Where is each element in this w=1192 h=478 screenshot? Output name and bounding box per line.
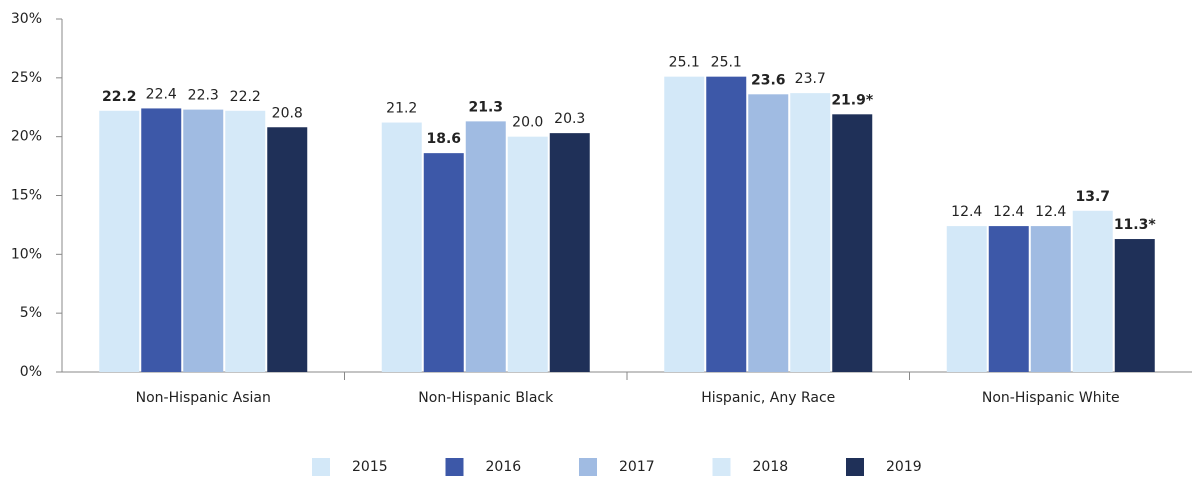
- legend-label: 2019: [886, 459, 922, 475]
- x-tick-label: Non-Hispanic Black: [418, 390, 554, 406]
- legend-label: 2015: [352, 459, 388, 475]
- bar: [832, 114, 873, 372]
- bar: [99, 110, 140, 372]
- y-tick-label: 15%: [11, 188, 42, 204]
- value-label: 12.4: [1035, 204, 1066, 220]
- y-tick-label: 0%: [20, 364, 42, 380]
- bar: [706, 76, 747, 372]
- legend-swatch: [712, 458, 731, 476]
- bar: [507, 136, 548, 372]
- legend-swatch: [579, 458, 597, 476]
- bar: [1030, 226, 1071, 372]
- value-label: 13.7: [1075, 189, 1110, 205]
- bar: [1072, 210, 1113, 372]
- x-tick-label: Non-Hispanic Asian: [136, 390, 271, 406]
- value-label: 20.8: [272, 105, 303, 121]
- bar: [267, 127, 308, 373]
- value-label: 22.4: [146, 86, 177, 102]
- bar: [465, 121, 506, 373]
- legend-swatch: [312, 458, 330, 476]
- y-tick-label: 10%: [11, 246, 42, 262]
- bar: [790, 93, 831, 372]
- y-tick-label: 25%: [11, 70, 42, 86]
- value-label: 11.3*: [1114, 217, 1157, 233]
- bar: [748, 94, 789, 372]
- bar: [946, 226, 987, 372]
- bar: [1114, 239, 1155, 372]
- legend-swatch: [445, 458, 464, 476]
- value-label: 20.0: [512, 115, 543, 131]
- value-label: 23.6: [751, 72, 786, 88]
- legend-label: 2017: [619, 459, 655, 475]
- x-tick-label: Non-Hispanic White: [982, 390, 1120, 406]
- y-tick-label: 30%: [11, 11, 42, 27]
- bar: [549, 133, 590, 372]
- value-label: 12.4: [993, 204, 1024, 220]
- value-label: 18.6: [426, 131, 461, 147]
- y-tick-label: 20%: [11, 129, 42, 145]
- x-tick-label: Hispanic, Any Race: [701, 390, 835, 406]
- y-tick-label: 5%: [20, 305, 42, 321]
- bar: [664, 76, 705, 372]
- value-label: 22.2: [230, 89, 261, 105]
- value-label: 21.2: [386, 101, 417, 117]
- value-label: 23.7: [795, 71, 826, 87]
- value-label: 22.2: [102, 89, 137, 105]
- value-label: 20.3: [554, 111, 585, 127]
- value-label: 12.4: [951, 204, 982, 220]
- bar: [381, 122, 422, 373]
- bar: [183, 109, 224, 372]
- bar: [423, 153, 464, 372]
- bar: [988, 226, 1029, 372]
- value-label: 22.3: [188, 88, 219, 104]
- bar: [141, 108, 182, 372]
- value-label: 25.1: [711, 55, 742, 71]
- legend-swatch: [846, 458, 864, 476]
- value-label: 25.1: [669, 55, 700, 71]
- bar: [225, 110, 266, 372]
- legend-label: 2016: [486, 459, 522, 475]
- value-label: 21.3: [468, 99, 503, 115]
- value-label: 21.9*: [831, 92, 874, 108]
- legend-label: 2018: [753, 459, 789, 475]
